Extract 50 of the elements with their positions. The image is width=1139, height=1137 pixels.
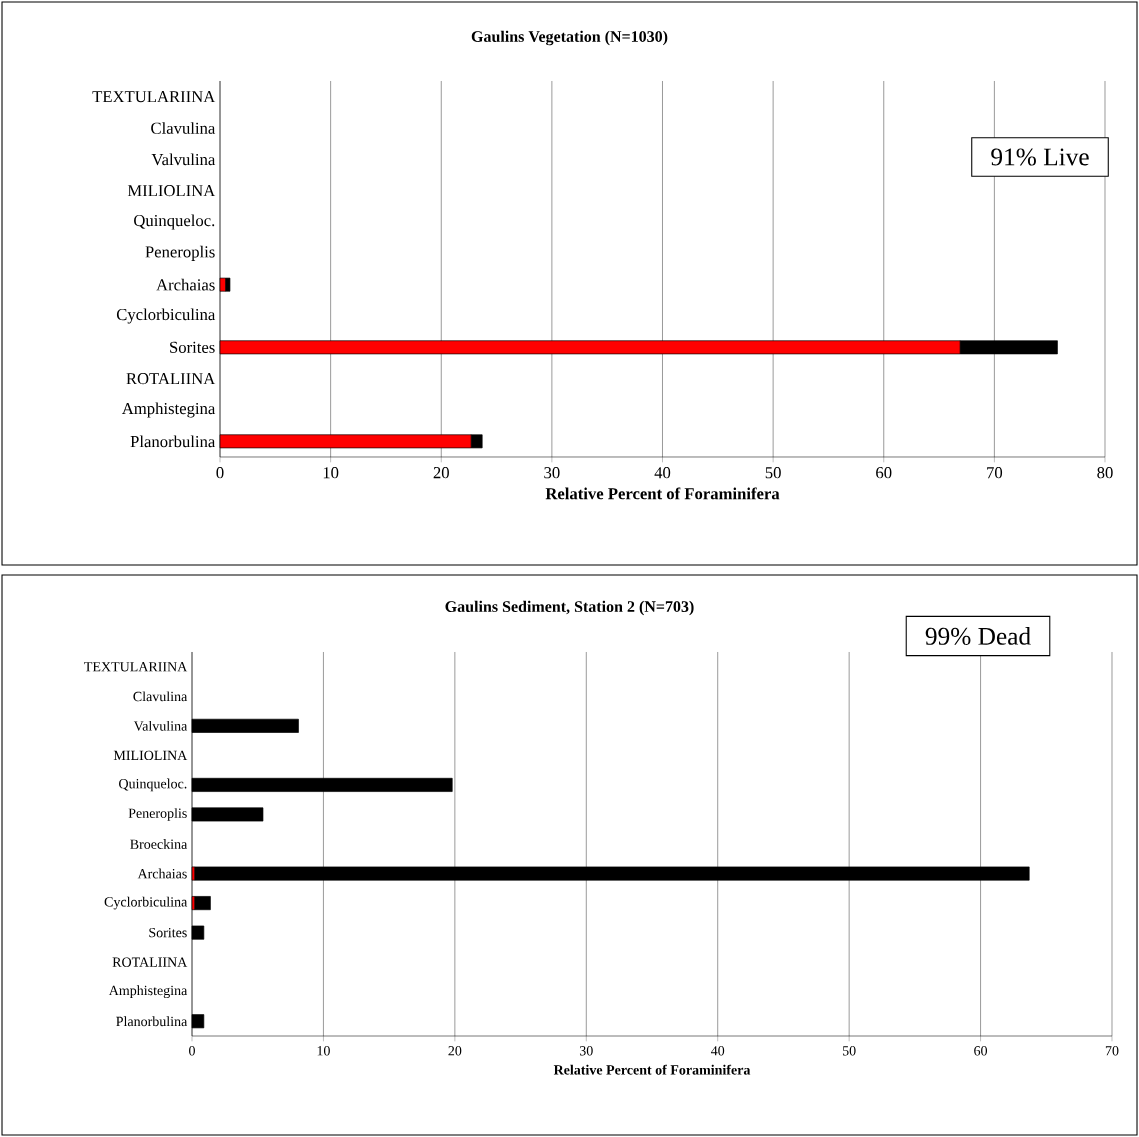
x-tick-label: 0 — [216, 467, 224, 479]
x-tick-label: 70 — [987, 467, 1003, 479]
x-tick-label: 30 — [579, 1046, 593, 1056]
x-tick-label: 40 — [654, 467, 671, 479]
y-tick-label: Archaias — [156, 278, 215, 291]
x-tick-label: 10 — [317, 1046, 330, 1056]
y-tick-label: Clavulina — [133, 691, 188, 702]
y-tick-label: Archaias — [137, 868, 187, 879]
x-tick-label: 30 — [544, 467, 560, 479]
chart-title: Gaulins Vegetation (N=1030) — [471, 30, 668, 46]
y-tick-label: Quinqueloc. — [134, 214, 215, 230]
y-tick-label: Sorites — [149, 927, 187, 938]
y-tick-label: ROTALIINA — [126, 373, 216, 385]
y-tick-label: Broeckina — [130, 839, 188, 849]
annotation: 91% Live — [991, 148, 1089, 166]
x-axis-title: Relative Percent of Foraminifera — [553, 1064, 751, 1075]
x-tick-label: 10 — [323, 467, 339, 479]
bar — [194, 866, 1030, 881]
y-tick-label: MILIOLINA — [113, 750, 188, 761]
x-tick-label: 60 — [974, 1046, 988, 1056]
text: 99% Dead — [925, 627, 1031, 645]
y-tick-label: Cyclorbiculina — [104, 896, 188, 910]
y-tick-label: ROTALIINA — [112, 957, 188, 967]
x-tick-label: 20 — [448, 1046, 462, 1056]
x-tick-label: 50 — [765, 467, 781, 479]
x-tick-label: 70 — [1105, 1046, 1119, 1056]
x-tick-label: 80 — [1097, 467, 1113, 479]
x-tick-label: 0 — [189, 1046, 195, 1056]
y-tick-label: Clavulina — [151, 122, 216, 134]
y-tick-label: Peneroplis — [128, 808, 187, 821]
y-tick-label: Planorbulina — [116, 1016, 188, 1027]
y-tick-label: Sorites — [170, 341, 215, 353]
y-tick-label: Quinqueloc. — [119, 778, 187, 792]
x-axis-title: Relative Percent of Foraminifera — [545, 487, 780, 500]
y-tick-label: TEXTULARIINA — [84, 662, 188, 672]
y-tick-label: Valvulina — [133, 720, 188, 731]
y-tick-label: TEXTULARIINA — [92, 91, 216, 103]
y-tick-label: Cyclorbiculina — [116, 308, 216, 324]
y-tick-label: Valvulina — [151, 153, 216, 166]
x-tick-label: 60 — [876, 467, 892, 479]
chart-title: Gaulins Sediment, Station 2 (N=703) — [445, 600, 694, 616]
y-tick-label: Peneroplis — [145, 245, 215, 261]
x-tick-label: 20 — [433, 467, 449, 479]
y-tick-label: Amphistegina — [108, 985, 188, 999]
y-tick-label: Amphistegina — [121, 402, 216, 418]
y-tick-label: MILIOLINA — [127, 185, 216, 197]
x-tick-label: 50 — [842, 1046, 856, 1056]
bar — [194, 896, 211, 911]
x-tick-label: 40 — [710, 1046, 725, 1056]
y-tick-label: Planorbulina — [130, 435, 216, 448]
